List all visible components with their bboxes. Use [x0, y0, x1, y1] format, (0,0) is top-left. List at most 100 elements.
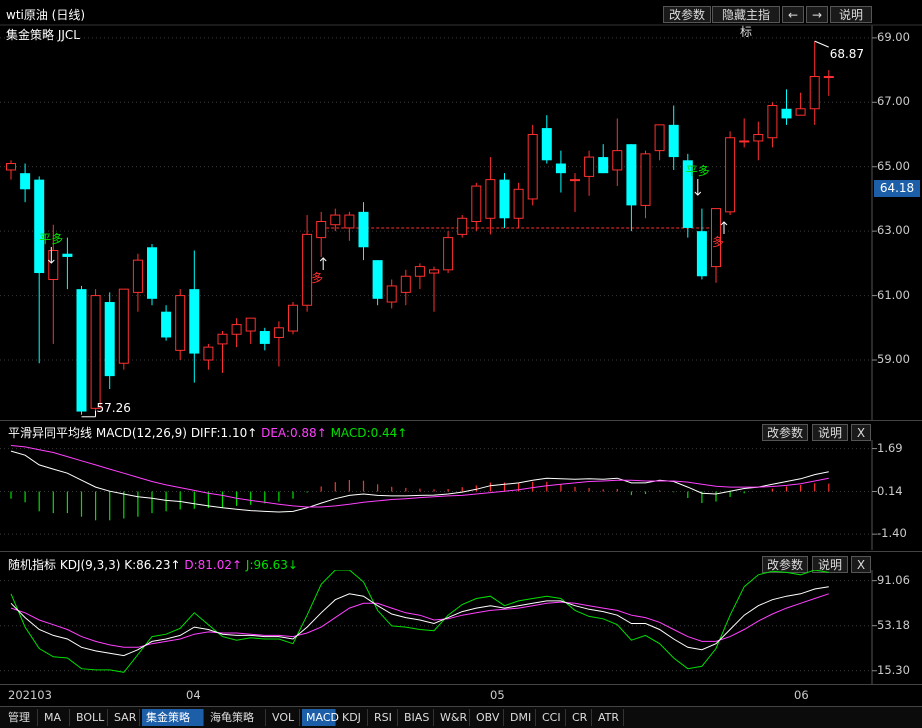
candle-body-down[interactable]: [555, 163, 566, 174]
candle-body-up[interactable]: [725, 137, 736, 213]
candle-body-up[interactable]: [527, 134, 538, 200]
candle-body-up[interactable]: [809, 76, 820, 110]
candle-body-up[interactable]: [823, 76, 834, 79]
tab-1[interactable]: MA: [40, 709, 70, 726]
candle-body-down[interactable]: [259, 331, 270, 344]
hide-main-indicator-button[interactable]: 隐藏主指标: [712, 6, 780, 39]
candle-body-down[interactable]: [62, 253, 73, 257]
candle-body-up[interactable]: [90, 295, 101, 409]
tab-11[interactable]: W&R: [436, 709, 470, 726]
candle-body-up[interactable]: [386, 285, 397, 303]
next-arrow-button[interactable]: →: [806, 6, 828, 23]
dea-line: [10, 445, 829, 508]
tab-8[interactable]: KDJ: [338, 709, 368, 726]
tab-13[interactable]: DMI: [506, 709, 536, 726]
candle-body-up[interactable]: [429, 269, 439, 274]
tab-0[interactable]: 管理: [4, 709, 38, 726]
help-button[interactable]: 说明: [830, 6, 872, 23]
macd-close-button[interactable]: X: [851, 424, 871, 441]
candle-body-up[interactable]: [245, 317, 256, 332]
candle-body-down[interactable]: [541, 128, 552, 161]
kdj-chart[interactable]: [0, 570, 922, 685]
kdj-k-value: K:86.23↑: [124, 558, 181, 572]
candle-body-up[interactable]: [414, 266, 425, 277]
candle-body-up[interactable]: [513, 188, 524, 219]
candle-body-down[interactable]: [34, 179, 45, 274]
candle-body-down[interactable]: [499, 179, 510, 219]
candle-body-up[interactable]: [767, 105, 778, 139]
candle-body-down[interactable]: [147, 247, 157, 299]
macd-dea-value: DEA:0.88↑: [261, 426, 327, 440]
candle-body-up[interactable]: [344, 214, 355, 229]
kdj-header: 随机指标 KDJ(9,3,3) K:86.23↑ D:81.02↑ J:96.6…: [8, 556, 298, 573]
candle-body-down[interactable]: [161, 311, 172, 338]
tab-12[interactable]: OBV: [472, 709, 504, 726]
tab-9[interactable]: RSI: [370, 709, 398, 726]
tab-7[interactable]: MACD: [302, 709, 339, 726]
macd-tick-label: -1.40: [877, 526, 907, 541]
candle-body-up[interactable]: [711, 208, 721, 268]
candle-body-down[interactable]: [76, 289, 87, 412]
candle-body-up[interactable]: [175, 295, 186, 351]
candle-body-up[interactable]: [330, 214, 341, 226]
candle-body-up[interactable]: [795, 108, 806, 116]
signal-arrowhead: [319, 257, 327, 262]
candle-body-up[interactable]: [485, 179, 496, 219]
candle-body-up[interactable]: [6, 163, 16, 171]
candle-body-down[interactable]: [626, 144, 637, 206]
kdj-help-button[interactable]: 说明: [812, 556, 848, 573]
candle-body-down[interactable]: [682, 160, 693, 228]
candle-body-up[interactable]: [118, 288, 129, 364]
d-line: [10, 593, 829, 648]
high-price-label: 68.87: [830, 47, 864, 61]
candle-body-down[interactable]: [189, 289, 200, 354]
candle-body-up[interactable]: [132, 259, 143, 293]
candle-body-up[interactable]: [654, 124, 665, 152]
candle-body-down[interactable]: [358, 211, 369, 248]
candle-body-up[interactable]: [753, 134, 764, 142]
edit-params-button[interactable]: 改参数: [663, 6, 711, 23]
tab-2[interactable]: BOLL: [72, 709, 108, 726]
tab-3[interactable]: SAR: [110, 709, 140, 726]
candle-body-down[interactable]: [668, 124, 679, 158]
candle-body-up[interactable]: [400, 275, 411, 293]
macd-edit-params-button[interactable]: 改参数: [762, 424, 808, 441]
macd-help-button[interactable]: 说明: [812, 424, 848, 441]
candle-body-up[interactable]: [612, 150, 623, 171]
candle-body-down[interactable]: [104, 302, 115, 377]
candle-body-up[interactable]: [217, 333, 228, 345]
macd-tick-label: 1.69: [877, 440, 903, 455]
tab-14[interactable]: CCI: [538, 709, 566, 726]
candle-body-up[interactable]: [640, 153, 651, 206]
kdj-close-button[interactable]: X: [851, 556, 871, 573]
candle-body-down[interactable]: [696, 231, 707, 277]
candle-body-up[interactable]: [584, 156, 595, 177]
tab-4[interactable]: 集金策略: [142, 709, 204, 726]
candle-body-down[interactable]: [372, 260, 383, 299]
tab-15[interactable]: CR: [568, 709, 592, 726]
candle-body-up[interactable]: [443, 237, 454, 271]
candle-body-up[interactable]: [316, 221, 327, 239]
candle-body-up[interactable]: [457, 217, 468, 235]
candle-body-up[interactable]: [302, 233, 313, 306]
prev-arrow-button[interactable]: ←: [782, 6, 804, 23]
candle-body-up[interactable]: [288, 304, 298, 332]
candle-body-down[interactable]: [781, 108, 792, 119]
candle-body-up[interactable]: [471, 185, 482, 222]
tab-5[interactable]: 海龟策略: [206, 709, 266, 726]
tab-16[interactable]: ATR: [594, 709, 624, 726]
tab-10[interactable]: BIAS: [400, 709, 434, 726]
kdj-edit-params-button[interactable]: 改参数: [762, 556, 808, 573]
candle-body-up[interactable]: [273, 327, 284, 338]
candle-body-up[interactable]: [231, 324, 242, 335]
macd-chart[interactable]: [0, 440, 922, 550]
tab-6[interactable]: VOL: [268, 709, 300, 726]
candle-body-up[interactable]: [48, 249, 59, 280]
candle-body-down[interactable]: [598, 157, 609, 174]
candle-body-down[interactable]: [20, 173, 31, 190]
long-signal: 多: [311, 271, 323, 285]
candle-body-up[interactable]: [570, 179, 580, 182]
candle-body-up[interactable]: [739, 140, 750, 143]
candle-body-up[interactable]: [203, 346, 214, 361]
